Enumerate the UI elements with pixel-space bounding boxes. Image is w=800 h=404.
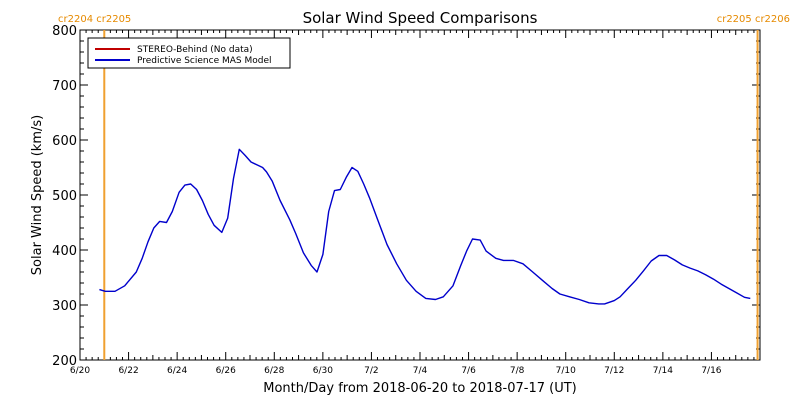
x-tick-label: 6/20 (70, 366, 90, 376)
x-tick-label: 7/8 (510, 366, 525, 376)
x-tick-label: 6/28 (264, 366, 284, 376)
y-axis-label: Solar Wind Speed (km/s) (30, 115, 45, 275)
y-tick-label: 600 (52, 134, 77, 149)
carrington-right-label: cr2205 cr2206 (717, 14, 790, 25)
x-tick-label: 7/6 (461, 366, 476, 376)
x-tick-label: 7/14 (653, 366, 673, 376)
x-tick-label: 7/12 (604, 366, 624, 376)
y-tick-label: 400 (52, 244, 77, 259)
chart-title: Solar Wind Speed Comparisons (303, 9, 538, 27)
series-layer (99, 148, 751, 305)
x-axis-label: Month/Day from 2018-06-20 to 2018-07-17 … (263, 381, 576, 396)
legend-label-mas-model: Predictive Science MAS Model (137, 56, 272, 66)
y-tick-label: 700 (52, 79, 77, 94)
x-tick-label: 6/22 (118, 366, 138, 376)
y-tick-label: 200 (52, 354, 77, 369)
y-tick-label: 800 (52, 24, 77, 39)
y-tick-label: 500 (52, 189, 77, 204)
x-tick-labels: 6/20 6/22 6/24 6/26 6/28 6/30 7/2 7/4 7/6 7/8 7/10… (70, 366, 722, 376)
x-tick-label: 7/10 (556, 366, 576, 376)
x-tick-label: 6/30 (313, 366, 333, 376)
legend: STEREO-Behind (No data) Predictive Scien… (87, 37, 291, 69)
axis-ticks (79, 29, 760, 361)
x-tick-label: 7/4 (413, 366, 428, 376)
carrington-markers (103, 30, 759, 360)
carrington-left-label: cr2204 cr2205 (58, 14, 131, 25)
legend-label-stereo: STEREO-Behind (No data) (137, 45, 253, 55)
x-tick-label: 7/16 (701, 366, 721, 376)
series-line-mas-model (99, 148, 751, 305)
x-tick-label: 6/24 (167, 366, 187, 376)
y-tick-label: 300 (52, 299, 77, 314)
plot-frame (79, 29, 761, 361)
x-tick-label: 7/2 (364, 366, 378, 376)
legend-box (87, 37, 291, 69)
y-tick-labels: 200 300 400 500 600 700 800 (52, 24, 77, 369)
x-tick-label: 6/26 (216, 366, 236, 376)
